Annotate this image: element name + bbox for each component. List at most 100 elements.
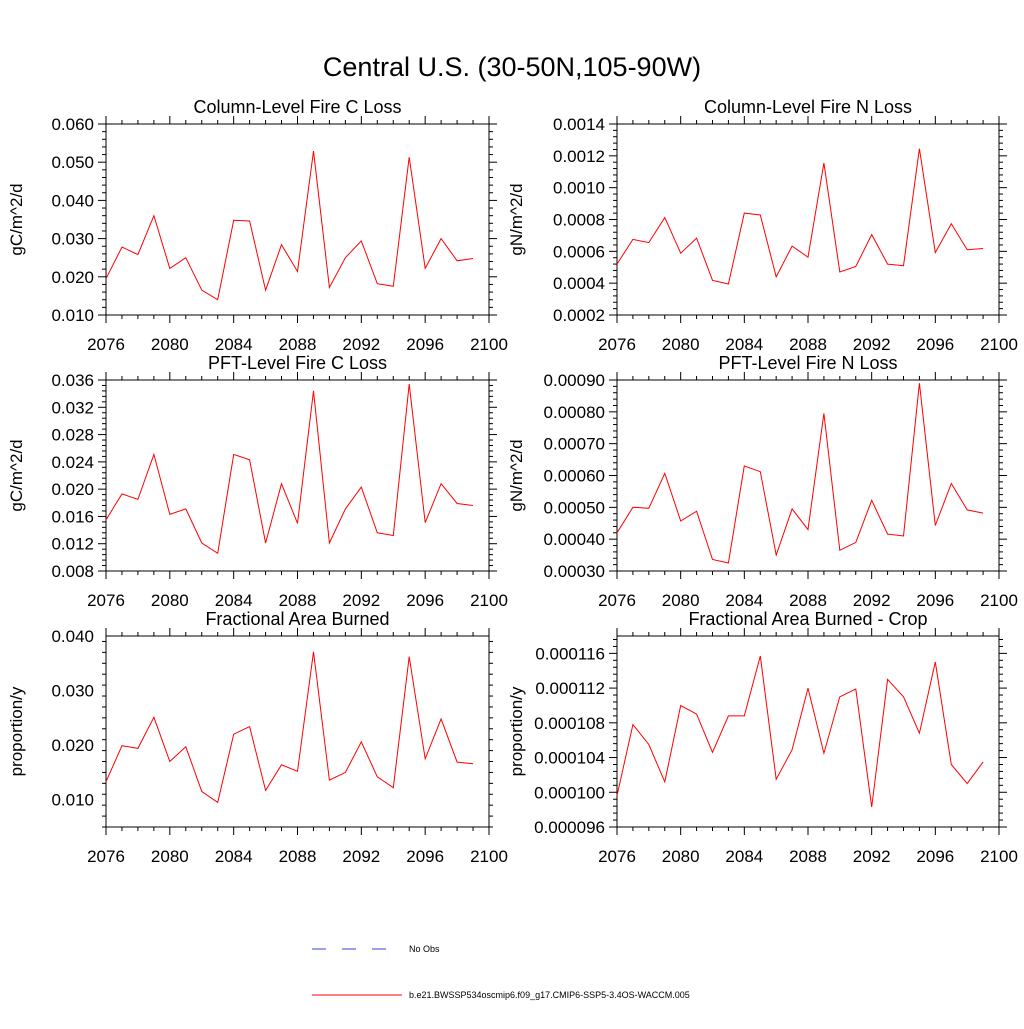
x-tick-label: 2080 bbox=[151, 591, 189, 610]
x-tick-label: 2084 bbox=[215, 591, 253, 610]
y-tick-label: 0.0010 bbox=[553, 179, 605, 198]
y-tick-label: 0.040 bbox=[51, 191, 94, 210]
y-tick-label: 0.000112 bbox=[535, 679, 605, 698]
y-tick-label: 0.020 bbox=[51, 736, 94, 755]
y-tick-label: 0.0002 bbox=[553, 306, 605, 325]
y-tick-label: 0.00040 bbox=[544, 530, 605, 549]
y-tick-label: 0.00080 bbox=[544, 403, 605, 422]
y-tick-label: 0.00090 bbox=[544, 371, 605, 390]
y-tick-label: 0.0012 bbox=[553, 147, 605, 166]
x-tick-label: 2076 bbox=[87, 335, 125, 354]
x-tick-label: 2092 bbox=[853, 847, 891, 866]
y-tick-label: 0.030 bbox=[51, 230, 94, 249]
y-tick-label: 0.00030 bbox=[544, 562, 605, 581]
y-tick-label: 0.040 bbox=[51, 627, 94, 646]
panel-pft-c-loss: PFT-Level Fire C Loss 2076 2080 2084 2088 209… bbox=[7, 353, 508, 610]
x-tick-label: 2092 bbox=[342, 847, 380, 866]
y-tick-label: 0.000116 bbox=[535, 644, 605, 663]
figure-title: Central U.S. (30-50N,105-90W) bbox=[323, 52, 701, 82]
x-tick-label: 2100 bbox=[980, 847, 1018, 866]
plot-frame bbox=[616, 635, 1000, 828]
y-tick-label: 0.000100 bbox=[534, 783, 605, 802]
y-tick-label: 0.000096 bbox=[534, 818, 605, 837]
x-tick-label: 2092 bbox=[342, 335, 380, 354]
x-tick-label: 2080 bbox=[662, 847, 700, 866]
y-tick-label: 0.0008 bbox=[553, 211, 605, 230]
x-tick-label: 2084 bbox=[215, 335, 253, 354]
y-tick-label: 0.024 bbox=[51, 453, 94, 472]
x-tick-label: 2080 bbox=[662, 335, 700, 354]
y-axis-label: gN/m^2/d bbox=[507, 439, 526, 511]
x-tick-label: 2096 bbox=[916, 335, 954, 354]
x-tick-label: 2092 bbox=[853, 591, 891, 610]
y-axis-label: gC/m^2/d bbox=[7, 183, 26, 255]
x-tick-label: 2088 bbox=[789, 335, 827, 354]
x-tick-label: 2076 bbox=[598, 847, 636, 866]
x-tick-label: 2080 bbox=[151, 847, 189, 866]
x-tick-label: 2084 bbox=[725, 335, 763, 354]
x-tick-label: 2076 bbox=[598, 335, 636, 354]
y-tick-label: 0.0006 bbox=[553, 242, 605, 261]
x-tick-label: 2100 bbox=[980, 591, 1018, 610]
y-tick-label: 0.012 bbox=[51, 535, 94, 554]
legend: No Obs b.e21.BWSSP534oscmip6.f09_g17.CMI… bbox=[312, 944, 690, 1000]
panel-title: Column-Level Fire C Loss bbox=[193, 97, 401, 117]
x-tick-label: 2092 bbox=[342, 591, 380, 610]
panel-pft-n-loss: PFT-Level Fire N Loss 2076 2080 2084 2088 209… bbox=[507, 353, 1018, 610]
series-line bbox=[105, 384, 474, 555]
x-tick-label: 2076 bbox=[87, 591, 125, 610]
x-tick-label: 2096 bbox=[406, 847, 444, 866]
y-tick-label: 0.020 bbox=[51, 268, 94, 287]
x-tick-label: 2096 bbox=[916, 847, 954, 866]
x-tick-label: 2096 bbox=[406, 335, 444, 354]
y-tick-label: 0.0014 bbox=[553, 115, 605, 134]
y-tick-label: 0.000104 bbox=[534, 749, 605, 768]
y-tick-label: 0.0004 bbox=[553, 274, 605, 293]
x-tick-label: 2084 bbox=[725, 847, 763, 866]
x-tick-label: 2100 bbox=[470, 335, 508, 354]
x-tick-label: 2100 bbox=[980, 335, 1018, 354]
y-axis-label: proportion/y bbox=[7, 686, 26, 776]
panel-title: PFT-Level Fire C Loss bbox=[208, 353, 387, 373]
y-tick-label: 0.032 bbox=[51, 398, 94, 417]
panel-area-burned-crop: Fractional Area Burned - Crop 2076 2080 208… bbox=[507, 609, 1018, 866]
x-tick-label: 2096 bbox=[406, 591, 444, 610]
x-tick-label: 2088 bbox=[789, 591, 827, 610]
x-tick-label: 2080 bbox=[151, 335, 189, 354]
plot-frame bbox=[616, 379, 1000, 572]
y-tick-label: 0.036 bbox=[51, 371, 94, 390]
panel-title: Column-Level Fire N Loss bbox=[704, 97, 912, 117]
x-tick-label: 2084 bbox=[215, 847, 253, 866]
legend-obs-label: No Obs bbox=[409, 944, 440, 954]
plot-frame bbox=[105, 635, 490, 828]
series-line bbox=[105, 651, 474, 804]
panel-title: Fractional Area Burned bbox=[205, 609, 389, 629]
y-tick-label: 0.008 bbox=[51, 562, 94, 581]
x-tick-label: 2084 bbox=[725, 591, 763, 610]
y-tick-label: 0.020 bbox=[51, 480, 94, 499]
y-tick-label: 0.00070 bbox=[544, 435, 605, 454]
plot-frame bbox=[616, 123, 1000, 316]
y-axis-label: gN/m^2/d bbox=[507, 183, 526, 255]
x-tick-label: 2088 bbox=[279, 335, 317, 354]
panel-title: Fractional Area Burned - Crop bbox=[688, 609, 927, 629]
y-tick-label: 0.000108 bbox=[534, 714, 605, 733]
y-tick-label: 0.010 bbox=[51, 306, 94, 325]
x-tick-label: 2096 bbox=[916, 591, 954, 610]
x-tick-label: 2088 bbox=[789, 847, 827, 866]
x-tick-label: 2100 bbox=[470, 847, 508, 866]
x-tick-label: 2076 bbox=[598, 591, 636, 610]
y-tick-label: 0.016 bbox=[51, 507, 94, 526]
series-line bbox=[616, 148, 984, 285]
y-tick-label: 0.060 bbox=[51, 115, 94, 134]
series-line bbox=[105, 151, 474, 301]
series-line bbox=[616, 655, 984, 808]
plot-frame bbox=[105, 379, 490, 572]
y-tick-label: 0.028 bbox=[51, 426, 94, 445]
y-tick-label: 0.00050 bbox=[544, 498, 605, 517]
series-line bbox=[616, 383, 984, 564]
y-axis-label: proportion/y bbox=[507, 686, 526, 776]
x-tick-label: 2088 bbox=[279, 847, 317, 866]
